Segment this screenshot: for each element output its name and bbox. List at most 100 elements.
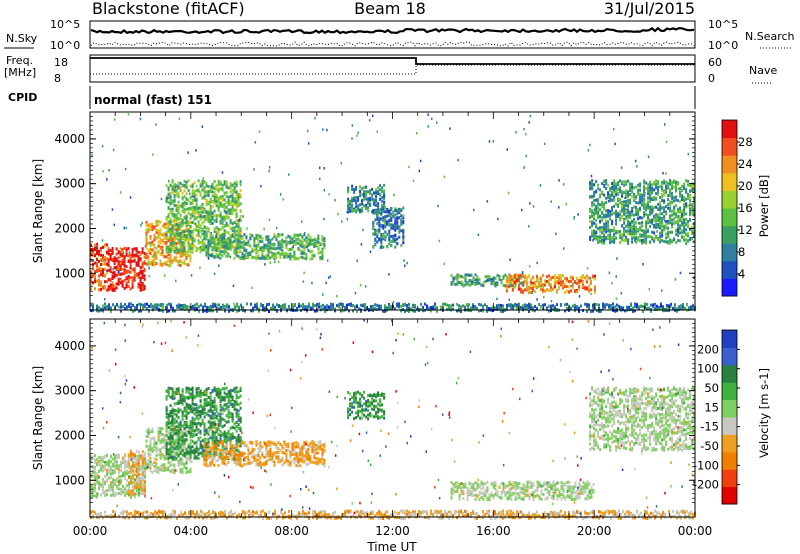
power-echo-cell bbox=[685, 202, 688, 206]
power-speckle bbox=[127, 113, 130, 116]
power-echo-cell bbox=[593, 214, 596, 218]
power-echo-cell bbox=[643, 231, 646, 234]
power-echo-cell bbox=[135, 253, 138, 257]
power-echo-cell bbox=[138, 302, 140, 306]
power-echo-cell bbox=[641, 193, 644, 197]
power-echo-cell bbox=[392, 214, 395, 218]
power-echo-cell bbox=[683, 209, 686, 213]
power-echo-cell bbox=[175, 242, 178, 246]
power-echo-cell bbox=[629, 229, 632, 233]
power-echo-cell bbox=[609, 193, 612, 197]
power-speckle bbox=[218, 264, 220, 267]
power-echo-cell bbox=[237, 242, 240, 246]
power-echo-cell bbox=[213, 209, 216, 213]
power-echo-cell bbox=[599, 236, 602, 239]
power-echo-cell bbox=[494, 277, 497, 281]
power-echo-cell bbox=[376, 303, 378, 307]
power-echo-cell bbox=[587, 276, 590, 280]
power-echo-cell bbox=[552, 307, 554, 311]
power-echo-cell bbox=[178, 305, 180, 309]
power-echo-cell bbox=[382, 226, 385, 230]
power-echo-cell bbox=[185, 197, 188, 201]
power-echo-cell bbox=[351, 184, 354, 188]
power-echo-cell bbox=[635, 212, 638, 216]
power-echo-cell bbox=[593, 221, 596, 225]
power-echo-cell bbox=[225, 216, 228, 220]
power-echo-cell bbox=[516, 306, 518, 310]
power-echo-cell bbox=[191, 250, 194, 254]
freq-trace bbox=[90, 57, 695, 65]
power-echo-cell bbox=[263, 255, 266, 259]
power-echo-cell bbox=[617, 204, 620, 208]
power-echo-cell bbox=[231, 195, 234, 199]
power-echo-cell bbox=[597, 183, 600, 187]
power-echo-cell bbox=[191, 211, 194, 215]
power-echo-cell bbox=[375, 209, 378, 213]
power-echo-cell bbox=[239, 231, 242, 235]
power-echo-cell bbox=[376, 222, 379, 226]
power-echo-cell bbox=[372, 209, 375, 213]
power-echo-cell bbox=[229, 245, 232, 249]
power-speckle bbox=[269, 261, 271, 264]
power-echo-cell bbox=[643, 179, 646, 183]
power-echo-cell bbox=[683, 213, 686, 217]
power-echo-cell bbox=[601, 239, 604, 243]
power-echo-cell bbox=[577, 287, 580, 291]
power-echo-cell bbox=[252, 306, 254, 310]
power-echo-cell bbox=[384, 215, 387, 219]
power-echo-cell bbox=[209, 253, 212, 257]
power-echo-cell bbox=[623, 219, 626, 223]
power-echo-cell bbox=[100, 269, 102, 273]
power-echo-cell bbox=[296, 307, 298, 311]
power-echo-cell bbox=[599, 203, 602, 207]
power-echo-cell bbox=[659, 203, 662, 207]
power-echo-cell bbox=[98, 269, 100, 273]
power-echo-cell bbox=[667, 186, 670, 190]
power-echo-cell bbox=[492, 276, 495, 280]
power-echo-cell bbox=[500, 279, 503, 282]
power-echo-cell bbox=[223, 246, 226, 250]
power-echo-cell bbox=[117, 272, 120, 276]
power-echo-cell bbox=[179, 227, 182, 231]
power-echo-cell bbox=[207, 255, 210, 259]
power-echo-cell bbox=[167, 214, 170, 218]
power-echo-cell bbox=[253, 256, 256, 260]
power-echo-cell bbox=[167, 212, 170, 216]
power-echo-cell bbox=[602, 307, 604, 310]
power-echo-cell bbox=[637, 238, 640, 242]
power-echo-cell bbox=[313, 254, 316, 258]
power-speckle bbox=[346, 210, 348, 214]
power-echo-cell bbox=[629, 223, 632, 226]
power-echo-cell bbox=[111, 281, 114, 285]
power-echo-cell bbox=[175, 228, 178, 232]
power-echo-cell bbox=[297, 247, 300, 250]
power-echo-cell bbox=[633, 192, 636, 196]
power-echo-cell bbox=[567, 285, 570, 289]
power-echo-cell bbox=[381, 186, 384, 190]
power-echo-cell bbox=[181, 197, 184, 201]
power-echo-cell bbox=[220, 307, 222, 311]
power-echo-cell bbox=[625, 214, 628, 218]
power-speckle bbox=[692, 296, 695, 299]
power-echo-cell bbox=[125, 271, 128, 274]
power-echo-cell bbox=[572, 304, 574, 308]
power-echo-cell bbox=[147, 227, 150, 231]
power-echo-cell bbox=[653, 225, 656, 229]
power-echo-cell bbox=[570, 306, 572, 310]
power-echo-cell bbox=[195, 210, 198, 214]
power-echo-cell bbox=[127, 277, 130, 281]
power-echo-cell bbox=[667, 230, 670, 234]
power-echo-cell bbox=[610, 306, 612, 310]
power-echo-cell bbox=[211, 246, 214, 250]
power-echo-cell bbox=[613, 191, 616, 195]
power-echo-cell bbox=[281, 233, 284, 237]
power-echo-cell bbox=[127, 280, 130, 284]
power-echo-cell bbox=[125, 269, 128, 273]
power-echo-cell bbox=[599, 208, 602, 212]
power-echo-cell bbox=[653, 223, 656, 227]
power-echo-cell bbox=[291, 241, 294, 244]
power-speckle bbox=[587, 149, 590, 152]
power-echo-cell bbox=[663, 190, 666, 194]
power-speckle bbox=[515, 131, 517, 134]
power-echo-cell bbox=[180, 307, 182, 311]
